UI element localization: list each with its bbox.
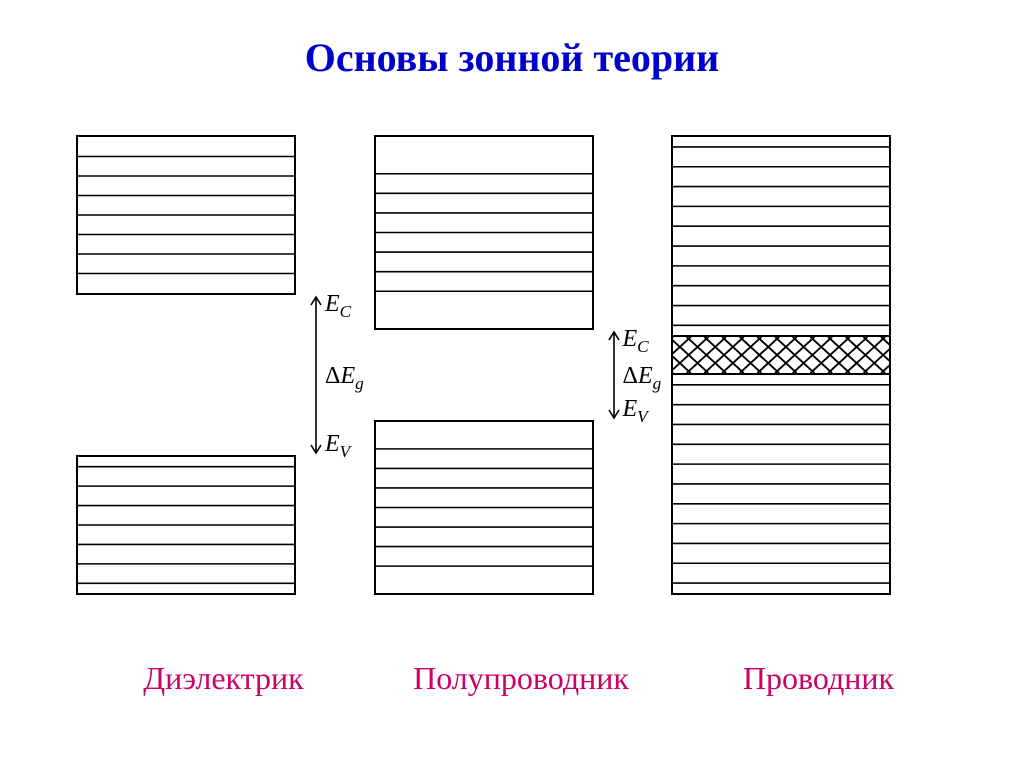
gap-annotations: EC ΔEgEV — [599, 135, 669, 595]
label-ev: EV — [325, 431, 350, 462]
band-diagram-conductor — [671, 135, 966, 595]
band-diagram-insulator: EC ΔEg EV — [76, 135, 371, 595]
label-ev: EV — [623, 396, 648, 427]
label-eg: ΔEg — [325, 363, 364, 394]
caption-row: ДиэлектрикПолупроводникПроводник — [76, 660, 966, 697]
band-overlap-region — [671, 335, 891, 375]
valence-band — [374, 420, 594, 595]
page-title: Основы зонной теории — [0, 34, 1024, 81]
caption-conductor: Проводник — [671, 660, 966, 697]
band-gap-arrow — [607, 330, 621, 420]
caption-semiconductor: Полупроводник — [374, 660, 669, 697]
valence-band — [76, 455, 296, 595]
label-ec: EC — [325, 291, 351, 322]
conduction-band — [374, 135, 594, 330]
diagram-row: ECΔEgEV ECΔEgEV — [76, 135, 966, 595]
conduction-band — [76, 135, 296, 295]
band-gap-arrow — [309, 295, 323, 455]
gap-annotations: EC ΔEg EV — [301, 135, 371, 595]
label-ec: EC — [623, 326, 649, 357]
slide: Основы зонной теории ECΔEgEV ECΔEgEV Диэ… — [0, 0, 1024, 768]
label-eg: ΔEg — [623, 363, 662, 394]
caption-insulator: Диэлектрик — [76, 660, 371, 697]
band-diagram-semiconductor: EC ΔEgEV — [374, 135, 669, 595]
